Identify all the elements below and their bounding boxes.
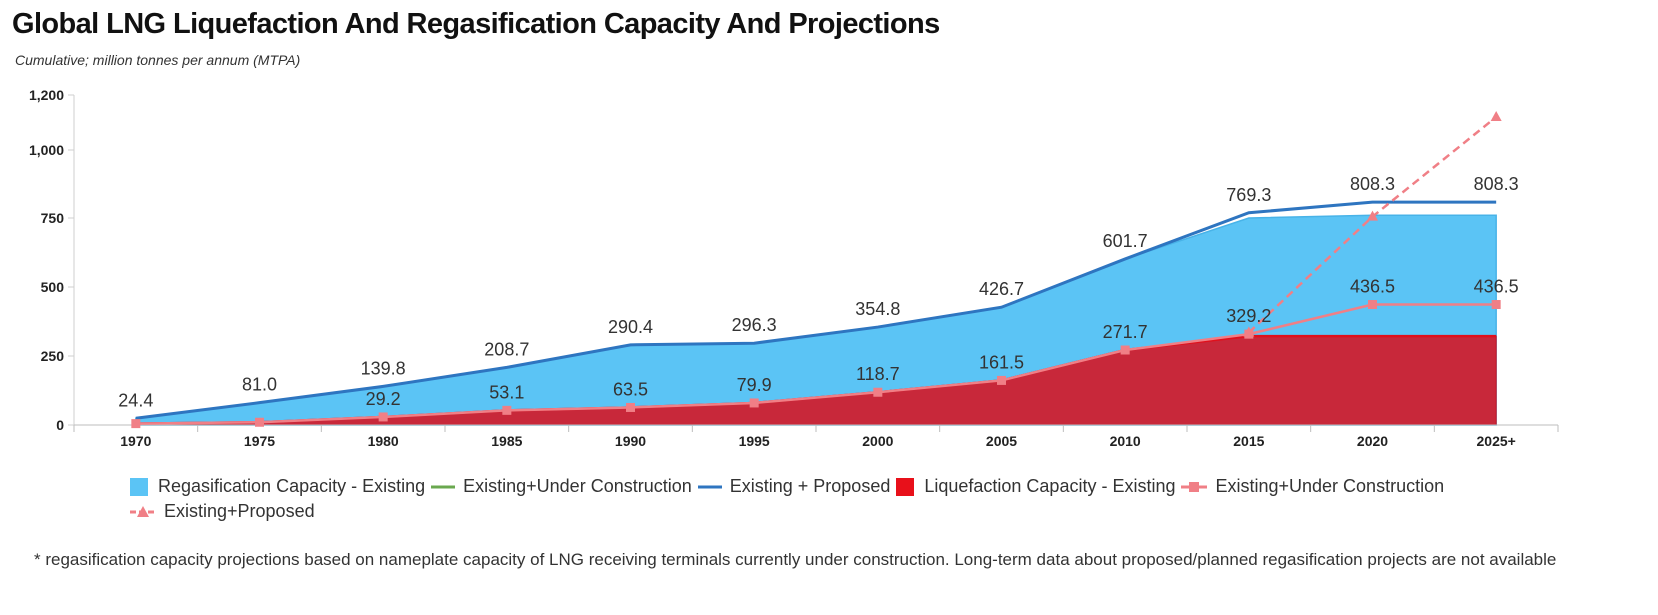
liq-uc-line (135, 303, 1497, 425)
regas-data-label: 290.4 (608, 317, 653, 337)
liq-uc-marker (131, 419, 141, 429)
legend-swatch-pink-square-line (1181, 481, 1208, 492)
regas-data-label: 808.3 (1350, 174, 1395, 194)
liq-uc-marker (502, 405, 512, 415)
liq-uc-marker (378, 412, 388, 422)
liq-uc-marker (1491, 300, 1501, 310)
y-tick-label: 1,200 (29, 87, 64, 103)
liq-uc-marker (255, 417, 264, 427)
x-tick-label: 2015 (1233, 433, 1264, 449)
liq-data-label: 329.2 (1226, 306, 1271, 326)
liq-data-label: 436.5 (1474, 277, 1519, 297)
legend-label: Existing+Under Construction (463, 476, 692, 496)
liq-data-label: 118.7 (856, 364, 900, 384)
regas-data-label: 426.7 (979, 279, 1024, 299)
legend-label: Existing+Proposed (164, 501, 315, 521)
regas-proposed-line (135, 200, 1497, 420)
liq-data-label: 436.5 (1350, 277, 1395, 297)
legend-item-regas-existing[interactable]: Regasification Capacity - Existing (130, 476, 425, 497)
liq-uc-marker (1120, 345, 1130, 355)
chart-footnote: * regasification capacity projections ba… (34, 550, 1557, 569)
regas-data-label: 601.7 (1103, 231, 1148, 251)
liq-data-label: 271.7 (1103, 322, 1148, 342)
legend-item-liq-existing[interactable]: Liquefaction Capacity - Existing (896, 476, 1175, 497)
legend-swatch-pink-triangle-dashed (130, 505, 156, 517)
liq-data-label: 63.5 (613, 379, 648, 399)
y-tick-label: 250 (41, 348, 65, 364)
chart-plot: 0 250 500 750 1,000 1,200 1970 1975 1980 1985 1990… (29, 87, 1559, 449)
x-tick-label: 2000 (862, 433, 893, 449)
y-tick-label: 500 (41, 279, 65, 295)
chart-legend: Regasification Capacity - Existing Exist… (130, 474, 1530, 524)
x-tick-label: 1970 (120, 433, 151, 449)
liq-uc-marker (749, 398, 759, 408)
regas-data-label: 808.3 (1474, 174, 1519, 194)
regas-data-label: 296.3 (732, 315, 777, 335)
y-tick-label: 750 (41, 210, 65, 226)
legend-item-liq-under-construction[interactable]: Existing+Under Construction (1181, 476, 1444, 497)
regas-data-label: 354.8 (855, 299, 900, 319)
legend-label: Liquefaction Capacity - Existing (924, 476, 1176, 496)
regas-data-label: 208.7 (484, 339, 529, 359)
legend-row-1: Regasification Capacity - Existing Exist… (130, 474, 1530, 499)
x-tick-label: 2005 (986, 433, 1017, 449)
legend-swatch-green-line (431, 485, 456, 488)
x-tick-label: 1995 (739, 433, 770, 449)
legend-label: Regasification Capacity - Existing (158, 476, 426, 496)
x-tick-label: 1990 (615, 433, 646, 449)
legend-row-2: Existing+Proposed (130, 499, 1530, 524)
chart-title: Global LNG Liquefaction And Regasificati… (12, 8, 940, 40)
liq-uc-marker (997, 375, 1006, 385)
legend-label: Existing+Under Construction (1215, 476, 1445, 496)
legend-swatch-red-area (896, 477, 915, 496)
regas-data-label: 769.3 (1226, 185, 1271, 205)
x-tick-label: 1985 (491, 433, 522, 449)
x-tick-label: 2010 (1110, 433, 1141, 449)
legend-item-regas-under-construction[interactable]: Existing+Under Construction (431, 476, 692, 497)
y-tick-label: 0 (56, 417, 64, 433)
liq-proposed-marker (1243, 326, 1255, 337)
liq-uc-marker (626, 402, 635, 412)
regas-data-label: 81.0 (242, 375, 277, 395)
legend-swatch-blue-area (130, 477, 148, 496)
liq-proposed-marker (1367, 210, 1378, 221)
liq-uc-marker (873, 387, 883, 397)
x-tick-label: 1975 (244, 433, 275, 449)
x-tick-label: 2025+ (1477, 433, 1516, 449)
y-tick-label: 1,000 (29, 142, 64, 158)
x-tick-label: 1980 (368, 433, 399, 449)
liq-data-label: 79.9 (737, 375, 772, 395)
liq-data-label: 29.2 (366, 389, 401, 409)
x-tick-label: 2020 (1357, 433, 1388, 449)
legend-item-liq-proposed[interactable]: Existing+Proposed (130, 501, 315, 522)
liq-data-label: 161.5 (979, 352, 1024, 372)
liq-proposed-marker (1490, 111, 1502, 121)
legend-swatch-blue-line (697, 485, 722, 488)
legend-label: Existing + Proposed (729, 476, 891, 496)
liq-data-label: 53.1 (489, 382, 524, 402)
regas-data-label: 139.8 (361, 358, 406, 378)
chart-subtitle: Cumulative; million tonnes per annum (MT… (15, 52, 301, 68)
legend-item-regas-proposed[interactable]: Existing + Proposed (697, 476, 891, 497)
regas-data-label: 24.4 (118, 390, 153, 410)
liq-uc-marker (1368, 300, 1377, 310)
